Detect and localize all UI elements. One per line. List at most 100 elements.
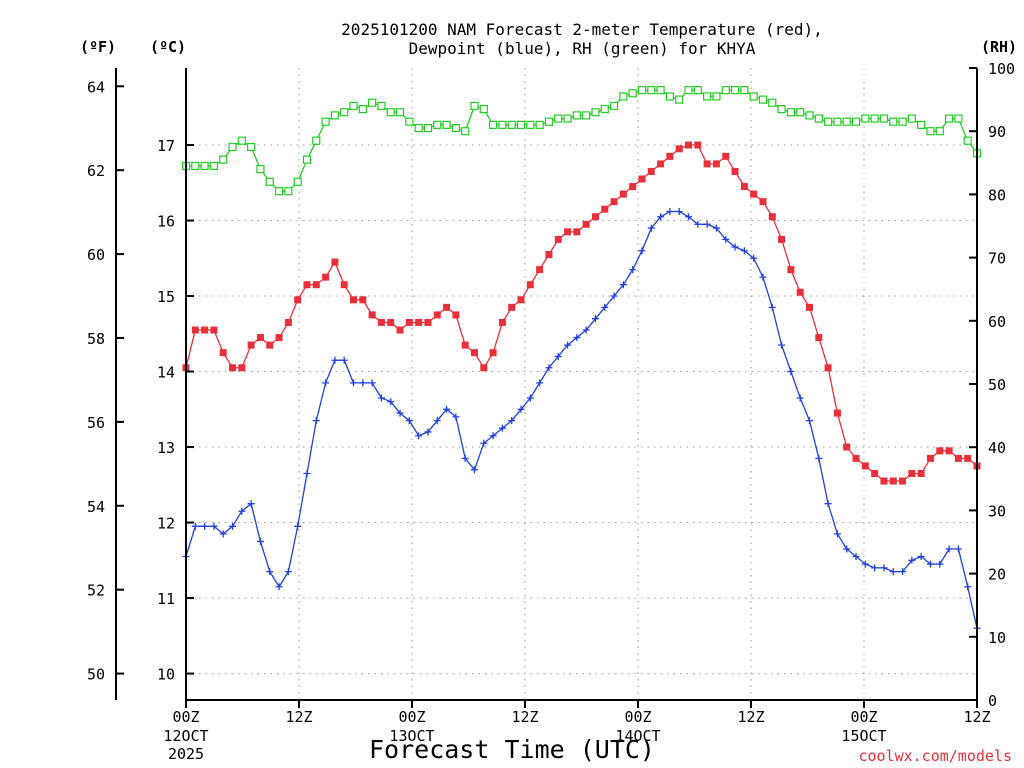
x-tick-label: 00Z	[850, 708, 877, 726]
rh-point	[842, 117, 851, 126]
temperature-point	[480, 364, 488, 372]
temperature-point	[191, 326, 199, 334]
temperature-point	[238, 364, 246, 372]
dewpoint-point	[899, 568, 907, 576]
rh-point	[386, 108, 395, 117]
dewpoint-point	[945, 545, 953, 553]
dewpoint-point	[498, 424, 506, 432]
temperature-point	[638, 175, 646, 183]
rh-point	[423, 123, 433, 133]
temperature-point	[675, 145, 683, 153]
temperature-point	[833, 409, 841, 417]
dewpoint-point	[256, 537, 264, 545]
temperature-point	[703, 160, 711, 168]
dewpoint-point	[722, 235, 730, 243]
temperature-point	[573, 228, 581, 236]
temperature-point	[433, 311, 441, 319]
x-tick-label: 00Z	[624, 708, 651, 726]
dewpoint-point	[852, 553, 860, 561]
rh-point	[917, 120, 926, 129]
temperature-point	[256, 334, 264, 342]
temperature-point	[331, 258, 339, 266]
temperature-point	[824, 364, 832, 372]
dewpoint-point	[461, 454, 469, 462]
rh-point	[237, 136, 246, 145]
dewpoint-point	[405, 417, 413, 425]
temperature-point	[210, 326, 218, 334]
dewpoint-point	[322, 379, 330, 387]
temperature-point	[312, 281, 320, 289]
dewpoint-point	[712, 224, 720, 232]
rh-point	[870, 114, 879, 123]
temperature-point	[452, 311, 460, 319]
dewpoint-point	[647, 224, 655, 232]
dewpoint-point	[759, 273, 767, 281]
dewpoint-point	[536, 379, 544, 387]
temperature-point	[350, 296, 358, 304]
dewpoint-point	[433, 417, 441, 425]
dewpoint-point	[591, 315, 599, 323]
rh-point	[470, 101, 479, 111]
fahrenheit-tick-label: 50	[87, 666, 105, 684]
temperature-point	[750, 190, 758, 198]
temperature-point	[359, 296, 367, 304]
dewpoint-point	[443, 405, 451, 413]
temperature-point	[405, 318, 413, 326]
rh-point	[395, 108, 405, 117]
rh-tick-label: 0	[988, 692, 997, 710]
temperature-point	[685, 141, 693, 149]
dewpoint-point	[201, 522, 209, 530]
rh-tick-label: 30	[988, 502, 1006, 520]
rh-point	[824, 117, 833, 126]
temperature-point	[536, 266, 544, 274]
fahrenheit-tick-label: 54	[87, 498, 105, 516]
rh-point	[879, 114, 889, 123]
rh-point	[191, 161, 200, 171]
temperature-point	[619, 190, 627, 198]
temperature-point	[945, 447, 953, 455]
dewpoint-point	[247, 500, 255, 508]
celsius-tick-label: 11	[157, 590, 175, 608]
dewpoint-point	[731, 243, 739, 251]
x-tick-label: 12Z	[737, 708, 764, 726]
x-tick-date: 15OCT	[841, 727, 886, 745]
temperature-point	[219, 349, 227, 357]
temperature-point	[908, 469, 916, 477]
rh-point	[442, 120, 451, 129]
dewpoint-point	[396, 409, 404, 417]
temperature-point	[266, 341, 274, 349]
rh-point	[405, 117, 414, 126]
rh-point	[461, 127, 470, 136]
dewpoint-point	[880, 564, 888, 572]
dewpoint-point	[740, 247, 748, 255]
temperature-point	[498, 318, 506, 326]
temperature-point	[657, 160, 665, 168]
dewpoint-point	[638, 247, 646, 255]
temperature-point	[303, 281, 311, 289]
temperature-point	[229, 364, 237, 372]
rh-point	[777, 104, 786, 114]
dewpoint-point	[489, 432, 497, 440]
dewpoint-point	[312, 417, 320, 425]
rh-point	[200, 161, 209, 171]
fahrenheit-tick-label: 60	[87, 246, 105, 264]
dewpoint-point	[480, 439, 488, 447]
fahrenheit-tick-label: 64	[87, 78, 105, 96]
rh-point	[554, 114, 563, 123]
temperature-point	[629, 183, 637, 191]
dewpoint-point	[368, 379, 376, 387]
dewpoint-point	[768, 303, 776, 311]
celsius-tick-label: 13	[157, 439, 175, 457]
temperature-point	[424, 318, 432, 326]
dewpoint-point	[303, 469, 311, 477]
rh-point	[898, 117, 907, 126]
rh-point	[675, 95, 684, 104]
rh-tick-label: 90	[988, 123, 1006, 141]
dewpoint-point	[805, 417, 813, 425]
dewpoint-point	[554, 352, 562, 360]
dewpoint-point	[350, 379, 358, 387]
temperature-point	[284, 318, 292, 326]
dewpoint-point	[889, 568, 897, 576]
rh-point	[851, 117, 861, 126]
dewpoint-point	[675, 207, 683, 215]
